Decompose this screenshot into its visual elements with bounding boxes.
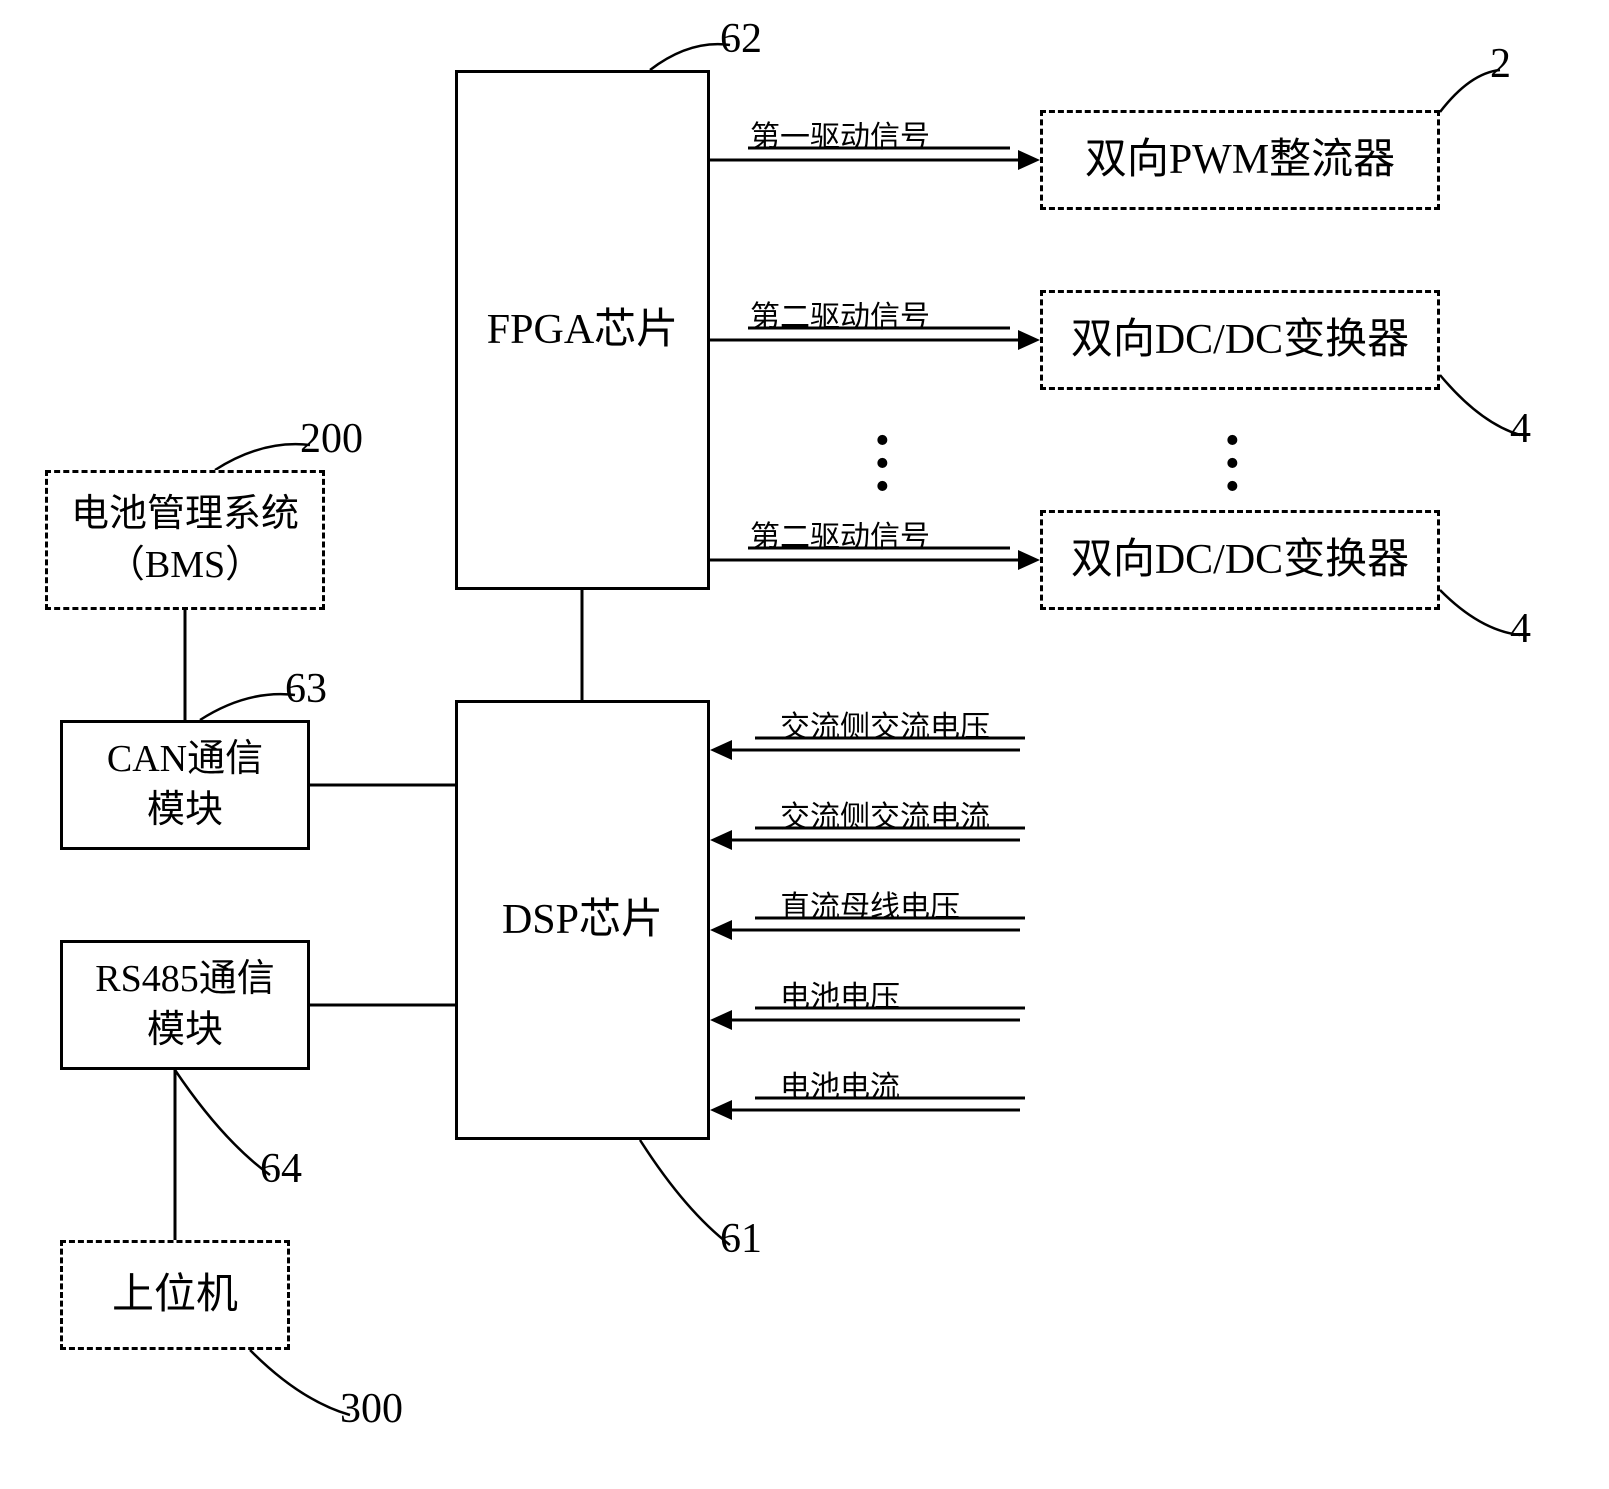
node-can: CAN通信模块 xyxy=(60,720,310,850)
ref-rs485: 64 xyxy=(260,1145,302,1193)
vdots-1: ••• xyxy=(1225,430,1240,499)
node-dcdc2: 双向DC/DC变换器 xyxy=(1040,510,1440,610)
node-bms: 电池管理系统（BMS） xyxy=(45,470,325,610)
node-rs485: RS485通信模块 xyxy=(60,940,310,1070)
ref-host: 300 xyxy=(340,1385,403,1433)
node-can-line: 模块 xyxy=(147,785,223,836)
node-fpga: FPGA芯片 xyxy=(455,70,710,590)
node-bms-line: （BMS） xyxy=(107,540,263,591)
node-can-line: CAN通信 xyxy=(107,734,263,785)
vdots-0: ••• xyxy=(875,430,890,499)
diagram-canvas: FPGA芯片62DSP芯片61电池管理系统（BMS）200CAN通信模块63RS… xyxy=(0,0,1609,1489)
ref-can: 63 xyxy=(285,665,327,713)
node-bms-line: 电池管理系统 xyxy=(71,489,299,540)
input-label-4: 电池电流 xyxy=(780,1062,900,1106)
ref-dsp: 61 xyxy=(720,1215,762,1263)
input-label-2: 直流母线电压 xyxy=(780,882,960,926)
node-host-line: 上位机 xyxy=(112,1267,238,1324)
node-dcdc1: 双向DC/DC变换器 xyxy=(1040,290,1440,390)
input-label-3: 电池电压 xyxy=(780,972,900,1016)
node-host: 上位机 xyxy=(60,1240,290,1350)
node-rs485-line: RS485通信 xyxy=(95,954,274,1005)
input-label-0: 交流侧交流电压 xyxy=(780,702,990,746)
ref-dcdc2: 4 xyxy=(1510,605,1531,653)
driver-label-1: 第二驱动信号 xyxy=(750,292,930,336)
node-dcdc1-line: 双向DC/DC变换器 xyxy=(1071,312,1409,369)
ref-ref4_upper: 4 xyxy=(1510,405,1531,453)
node-dsp: DSP芯片 xyxy=(455,700,710,1140)
node-fpga-line: FPGA芯片 xyxy=(487,302,678,359)
node-pwm-line: 双向PWM整流器 xyxy=(1085,132,1395,189)
node-pwm: 双向PWM整流器 xyxy=(1040,110,1440,210)
driver-label-0: 第一驱动信号 xyxy=(750,112,930,156)
input-label-1: 交流侧交流电流 xyxy=(780,792,990,836)
node-rs485-line: 模块 xyxy=(147,1005,223,1056)
ref-bms: 200 xyxy=(300,415,363,463)
node-dcdc2-line: 双向DC/DC变换器 xyxy=(1071,532,1409,589)
ref-pwm: 2 xyxy=(1490,40,1511,88)
node-dsp-line: DSP芯片 xyxy=(502,892,663,949)
driver-label-2: 第二驱动信号 xyxy=(750,512,930,556)
ref-fpga: 62 xyxy=(720,15,762,63)
